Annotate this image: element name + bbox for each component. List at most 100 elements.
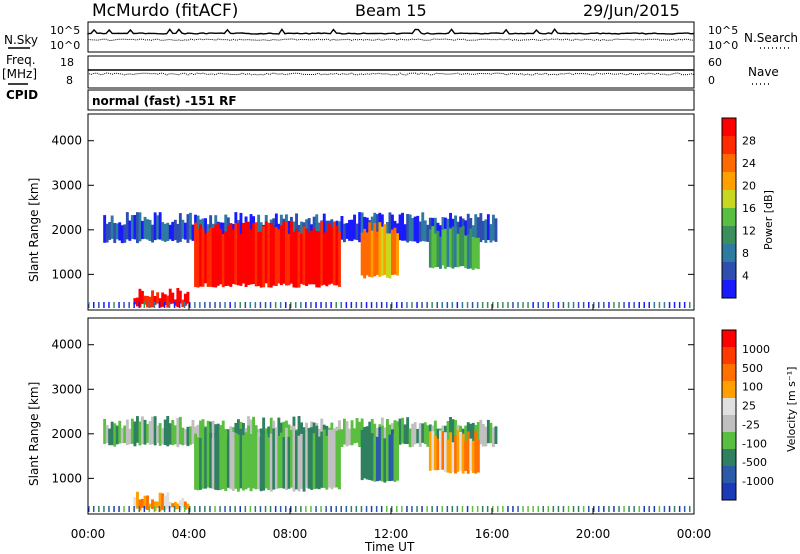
power-yticks: 1000 2000 3000 4000: [51, 134, 694, 281]
heatmap-cell: [153, 212, 157, 241]
ground-scatter-cell: [285, 302, 287, 308]
ground-scatter-cell: [593, 506, 595, 512]
heatmap-cell: [345, 223, 349, 239]
ground-scatter-cell: [411, 302, 413, 308]
ground-scatter-cell: [456, 506, 459, 512]
heatmap-cell: [168, 423, 172, 445]
heatmap-cell: [476, 439, 480, 473]
ground-scatter-cell: [683, 302, 686, 308]
ground-scatter-cell: [567, 506, 570, 512]
colorbar-tick-label: 8: [742, 247, 749, 260]
ground-scatter-cell: [386, 302, 388, 308]
heatmap-cell: [191, 419, 195, 444]
heatmap-cell: [300, 433, 303, 489]
ground-scatter-cell: [335, 506, 337, 512]
ground-scatter-cell: [118, 302, 120, 308]
ground-scatter-cell: [633, 302, 635, 308]
ground-scatter-cell: [653, 506, 656, 512]
ground-scatter-cell: [103, 302, 105, 308]
heatmap-cell: [363, 228, 367, 279]
heatmap-cell: [317, 436, 321, 490]
heatmap-cell: [204, 233, 208, 284]
ground-scatter-cell: [229, 506, 231, 512]
heatmap-cell: [358, 421, 362, 448]
heatmap-cell: [315, 425, 319, 489]
ground-scatter-cell: [153, 302, 156, 308]
heatmap-cell: [449, 417, 452, 443]
heatmap-cell: [166, 416, 170, 447]
heatmap-cell: [360, 232, 364, 276]
ground-scatter-cell: [153, 506, 156, 512]
beam-title: Beam 15: [355, 1, 427, 20]
heatmap-cell: [269, 417, 273, 444]
ground-scatter-cell: [345, 302, 348, 308]
ground-scatter-cell: [310, 302, 312, 308]
heatmap-cell: [196, 215, 200, 242]
heatmap-cell: [178, 416, 182, 445]
heatmap-cell: [229, 223, 233, 287]
heatmap-cell: [199, 438, 202, 490]
date-title: 29/Jun/2015: [583, 1, 680, 20]
heatmap-cell: [242, 423, 245, 445]
ground-scatter-cell: [204, 302, 206, 308]
noise-panel-frame: [87, 21, 695, 53]
heatmap-cell: [153, 416, 157, 446]
ground-scatter-cell: [108, 302, 110, 308]
heatmap-cell: [194, 433, 197, 490]
ground-scatter-cell: [396, 302, 398, 308]
heatmap-cell: [156, 501, 160, 508]
heatmap-cell: [189, 212, 192, 240]
heatmap-cell: [315, 214, 319, 241]
heatmap-cell: [373, 223, 377, 277]
heatmap-cell: [439, 236, 442, 269]
heatmap-cell: [209, 227, 213, 287]
ground-scatter-cell: [623, 302, 625, 308]
heatmap-cell: [474, 430, 478, 474]
heatmap-cell: [204, 427, 208, 489]
heatmap-cell: [259, 428, 263, 444]
heatmap-cell: [343, 223, 346, 243]
heatmap-cell: [391, 229, 394, 275]
heatmap-cell: [320, 220, 324, 286]
heatmap-cell: [252, 436, 255, 489]
heatmap-cell: [158, 492, 162, 512]
heatmap-cell: [254, 425, 258, 490]
heatmap-cell: [237, 419, 240, 448]
ground-scatter-cell: [416, 506, 418, 512]
heatmap-cell: [423, 422, 427, 445]
ground-scatter-cell: [335, 302, 337, 308]
heatmap-cell: [297, 435, 301, 492]
power-panel-frame: [87, 113, 695, 311]
heatmap-cell: [489, 224, 493, 243]
colorbar-tick-label: 100: [742, 381, 763, 394]
heatmap-cell: [338, 231, 341, 287]
heatmap-cell: [343, 418, 346, 445]
heatmap-cell: [315, 231, 319, 288]
ground-scatter-cell: [638, 506, 640, 512]
ground-scatter-cell: [582, 506, 585, 512]
heatmap-cell: [183, 293, 187, 306]
heatmap-cell: [163, 223, 167, 242]
colorbar-tick-label: -25: [742, 418, 760, 431]
heatmap-cell: [211, 420, 215, 447]
colorbar-swatch: [722, 226, 736, 245]
ground-scatter-cell: [689, 506, 691, 512]
ground-scatter-cell: [683, 506, 686, 512]
heatmap-cell: [262, 431, 266, 491]
heatmap-cell: [464, 425, 468, 444]
ground-scatter-cell: [279, 302, 282, 308]
heatmap-cell: [272, 226, 276, 286]
heatmap-cell: [297, 232, 301, 288]
heatmap-cell: [184, 429, 187, 445]
heatmap-cell: [469, 423, 473, 447]
heatmap-cell: [146, 295, 149, 308]
heatmap-cell: [295, 228, 298, 288]
heatmap-cell: [221, 222, 225, 243]
heatmap-cell: [484, 426, 488, 447]
ground-scatter-cell: [274, 302, 277, 308]
heatmap-cell: [479, 213, 483, 243]
ground-scatter-cell: [158, 506, 161, 512]
ground-scatter-cell: [421, 302, 423, 308]
freq-panel-frame: [87, 55, 695, 89]
heatmap-cell: [262, 226, 266, 288]
